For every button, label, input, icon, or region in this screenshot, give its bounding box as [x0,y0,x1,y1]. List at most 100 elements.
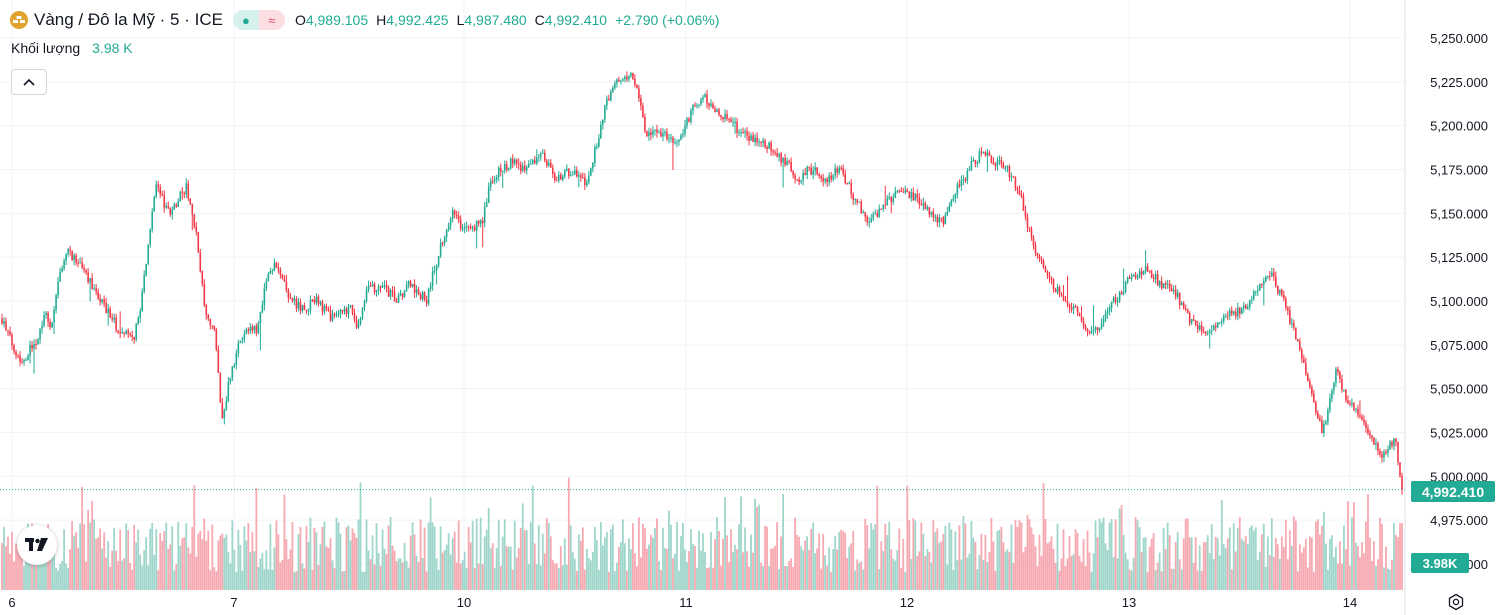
price-axis[interactable]: 5,250.000 5,225.000 5,200.000 5,175.000 5,15… [1430,31,1488,572]
collapse-legend-button[interactable] [11,69,47,95]
volume-bar [1363,553,1365,590]
candle-body [141,291,144,311]
volume-bar [247,523,250,590]
candle-body [870,218,873,222]
symbol-title[interactable]: Vàng / Đô la Mỹ · 5 · ICE [34,10,223,29]
candle-body [63,260,65,269]
volume-bar [938,542,941,590]
volume-bar [541,533,544,590]
approx-icon[interactable]: ≈ [258,10,285,30]
candle-body [962,179,965,181]
volume-bar [91,501,94,590]
volume-bar [680,536,682,590]
dot-icon[interactable]: ● [232,10,259,30]
candle-body [507,168,510,170]
candle-body [1399,462,1401,477]
candle-body [932,211,935,217]
candle-body [211,325,214,327]
volume-bar [812,522,815,590]
volume-bar [293,571,296,590]
volume-bar [1290,546,1293,590]
volume-bar [1248,527,1251,590]
volume-bar [343,571,346,590]
volume-bar [161,540,164,590]
volume-bar [17,542,19,590]
volume-bar [561,565,564,590]
candle-body [1078,312,1081,317]
time-axis[interactable]: 6 7 10 11 12 13 14 [8,0,1406,615]
candle-body [1281,289,1283,295]
volume-bar [1120,504,1123,590]
candle-body [1313,393,1315,403]
volume-bar [1385,546,1387,590]
candle-body [814,167,816,171]
candle-body [1395,438,1397,443]
volume-bar [77,547,80,590]
candle-body [594,147,596,163]
candle-body [742,132,744,134]
market-status-pill[interactable]: ● ≈ [232,10,285,30]
volume-value: 3.98 K [92,40,133,56]
candle-body [373,283,376,293]
volume-label[interactable]: Khối lượng [11,40,81,56]
volume-bar [349,540,352,590]
candle-body [325,306,328,309]
candle-body [369,285,372,287]
volume-bar [1345,549,1347,590]
tradingview-logo-icon[interactable] [17,525,57,565]
volume-bar [1218,555,1221,590]
volume-bar [988,552,991,590]
volume-bar [1262,523,1265,590]
candle-body [7,330,9,332]
volume-bar [615,562,618,590]
candle-body [3,321,5,324]
candle-body [872,214,875,219]
candle-body [29,344,31,356]
volume-bar [968,553,971,590]
volume-bar [1116,558,1119,590]
volume-bar [992,541,995,590]
candle-body [459,219,462,229]
volume-bar [1004,551,1007,590]
candle-body [1192,319,1195,321]
candle-body [119,332,121,334]
candle-body [910,192,913,199]
volume-bar [437,569,440,590]
volume-bar [1176,532,1179,590]
candle-body [1076,307,1079,313]
candle-body [914,194,917,201]
gold-coin-icon[interactable] [10,11,28,29]
candle-body [49,321,51,328]
volume-bar [722,538,724,590]
volume-bar [878,569,881,590]
candle-body [1351,403,1353,405]
candle-body [199,252,202,272]
candle-body [97,291,99,299]
volume-bar [29,540,31,590]
chart-settings-button[interactable] [1446,592,1466,612]
candle-body [1345,389,1347,401]
last-volume-label: 3.98K [1411,553,1469,573]
volume-bar [1389,569,1391,590]
volume-bar [375,523,378,590]
candle-body [644,116,646,132]
volume-bar [1022,552,1025,590]
volume-bar [299,527,302,590]
volume-bar [455,562,458,590]
volume-bar [644,528,646,590]
candle-body [5,321,7,331]
volume-bar [445,544,448,590]
candle-body [996,160,999,166]
candle-body [151,211,154,230]
candle-body [1349,403,1351,405]
candle-body [121,332,123,334]
candle-body [686,118,688,126]
volume-bar [714,539,716,590]
volume-bar [1186,518,1189,590]
candle-body [1202,331,1205,333]
price-tick-label: 5,200.000 [1430,119,1488,134]
candle-body [137,317,139,324]
candle-body [918,197,921,205]
volume-bar [1204,542,1207,590]
